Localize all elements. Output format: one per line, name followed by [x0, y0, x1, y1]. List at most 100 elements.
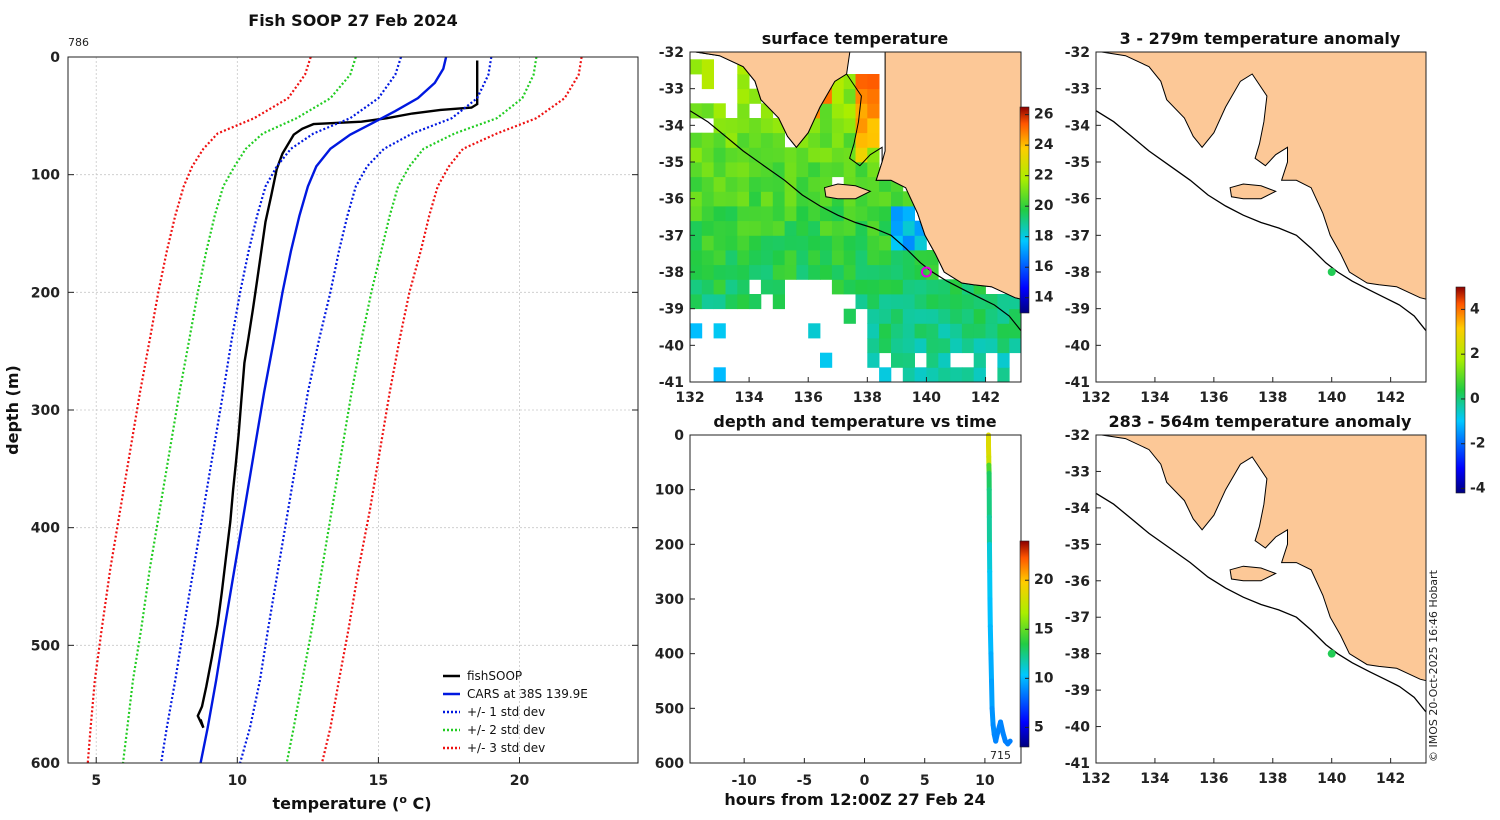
sst-cell [725, 279, 738, 295]
sst-cell [843, 147, 856, 163]
sst-cell [820, 264, 833, 280]
sst-cell [701, 176, 714, 192]
sst-cell [749, 264, 762, 280]
anomaly-colorbar-ticks: -4 -2 0 2 4 [1461, 301, 1486, 497]
sst-cell [749, 118, 762, 134]
sst-cell [760, 250, 774, 266]
sst-cell [843, 118, 856, 134]
sst-cell [891, 323, 904, 339]
sst-cell [831, 235, 845, 251]
sst-cell [808, 132, 821, 148]
sst-cell [997, 352, 1010, 368]
time-depth-segment-12 [988, 651, 995, 684]
sst-cell [973, 367, 986, 382]
sst-cell [749, 220, 762, 236]
sst-cell [713, 323, 726, 339]
time-depth-segment-22 [1005, 738, 1013, 747]
anomaly-shallow-ticks: 132 134 136 138 140 142 -32 -33 -34 -35 -36 -37 -38 -… [1065, 45, 1406, 406]
sst-cell [713, 220, 726, 236]
sst-cb-tick-18: 18 [1034, 229, 1053, 245]
sst-cell [760, 206, 774, 222]
sst-land [695, 52, 1021, 300]
profile-y-ticks: 0 100 200 300 400 500 600 [31, 50, 638, 772]
sst-cell [914, 294, 927, 310]
sst-cell [737, 250, 750, 266]
sst-cell [690, 279, 703, 295]
anomaly-shallow-x-tick-140: 140 [1317, 390, 1346, 406]
sst-cell [891, 279, 904, 295]
anomaly-colorbar [1455, 286, 1466, 494]
anomaly-shallow-y-tick--40: -40 [1065, 338, 1091, 354]
time-depth-trace [986, 432, 1013, 747]
td-x-tick--10: -10 [732, 773, 758, 789]
td-y-tick-200: 200 [655, 537, 684, 553]
sst-cell [950, 367, 963, 382]
sst-cell [997, 294, 1010, 310]
sst-map-panel: surface temperature 132 134 136 138 140 142 -3… [659, 29, 1054, 406]
anomaly-shallow-kangaroo-island [1229, 183, 1277, 200]
sst-cell [772, 147, 785, 163]
sst-cell [690, 162, 703, 178]
sst-cell [997, 323, 1010, 339]
time-depth-colorbar [1019, 540, 1030, 748]
sst-cell [737, 118, 750, 134]
profile-x-tick-15: 15 [369, 773, 388, 789]
sst-y-tick--40: -40 [659, 338, 685, 354]
sst-y-tick--39: -39 [659, 302, 684, 318]
anomaly-shallow-y-tick--38: -38 [1065, 265, 1090, 281]
sst-cell [902, 294, 915, 310]
sst-x-tick-140: 140 [912, 390, 941, 406]
profile-x-tick-20: 20 [510, 773, 530, 789]
sst-cell [973, 352, 986, 368]
td-x-tick-5: 5 [920, 773, 930, 789]
sst-cell [713, 162, 726, 178]
sst-cell [831, 220, 845, 236]
sst-cell [997, 338, 1010, 354]
sst-cell [713, 191, 726, 207]
sst-cell [855, 279, 868, 295]
sst-cell [760, 191, 774, 207]
sst-cell [760, 279, 774, 295]
sst-cell [843, 250, 856, 266]
sst-cell [1009, 338, 1021, 354]
sst-cell [796, 220, 809, 236]
sst-cell [760, 220, 774, 236]
sst-cell [713, 294, 726, 310]
sst-cell [725, 176, 738, 192]
credit-label: © IMOS 20-Oct-2025 16:46 Hobart [1427, 569, 1440, 762]
sst-cell [690, 294, 703, 310]
time-depth-title: depth and temperature vs time [713, 412, 996, 431]
sst-cb-tick-16: 16 [1034, 259, 1053, 275]
sst-cell [938, 323, 951, 339]
td-cb-tick-10: 10 [1034, 670, 1054, 686]
sst-cell [938, 308, 951, 324]
sst-cell [902, 264, 915, 280]
sst-cell [997, 308, 1010, 324]
sst-cell [855, 250, 868, 266]
sst-cell [914, 235, 927, 251]
sst-cell [749, 235, 762, 251]
sst-cell [961, 338, 975, 354]
td-y-tick-600: 600 [655, 756, 684, 772]
sst-cell [725, 294, 738, 310]
profile-x-tick-10: 10 [228, 773, 248, 789]
anomaly-shallow-x-tick-142: 142 [1376, 390, 1405, 406]
sst-cell [749, 191, 762, 207]
time-depth-colorbar-ticks: 5 10 15 20 [1025, 572, 1054, 735]
anomaly-shallow-land [1101, 52, 1426, 300]
sst-cell [772, 279, 785, 295]
sst-colorbar [1019, 106, 1030, 314]
sst-field [690, 52, 1021, 382]
sst-cell [772, 250, 785, 266]
anomaly-deep-y-tick--34: -34 [1065, 501, 1091, 517]
sst-cell [820, 235, 833, 251]
td-x-tick--5: -5 [797, 773, 813, 789]
sst-cell [713, 235, 726, 251]
sst-cell [891, 220, 904, 236]
sst-cell [867, 88, 880, 104]
anomaly-shallow-x-tick-136: 136 [1199, 390, 1228, 406]
sst-cell [749, 176, 762, 192]
sst-cell [701, 103, 714, 119]
